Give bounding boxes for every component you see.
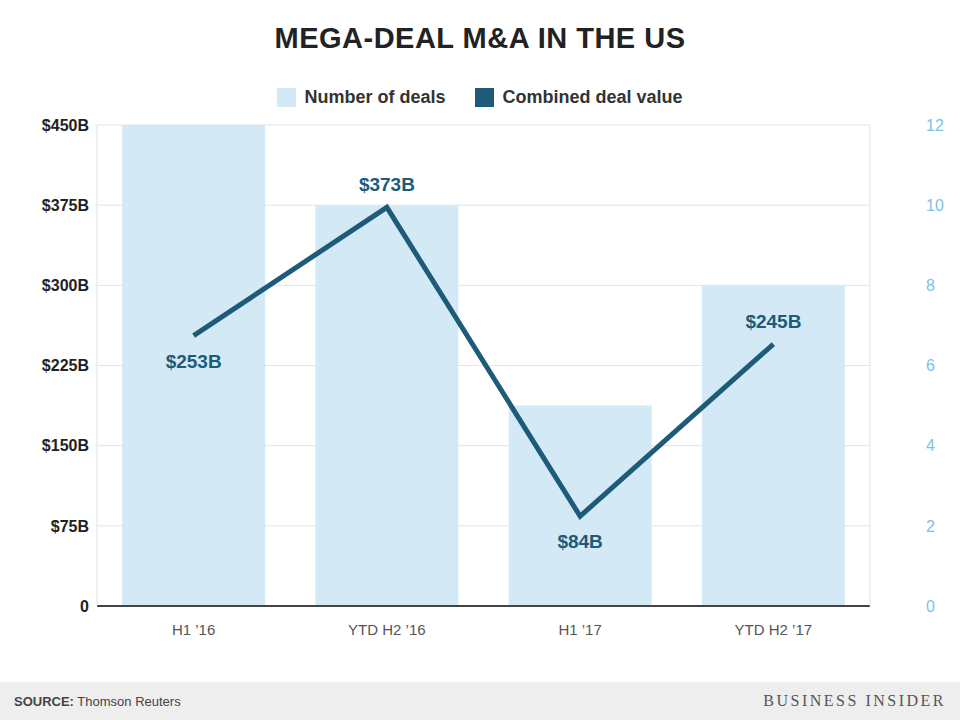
html-text:SOURCE: Thomson Reuters: SOURCE: Thomson Reuters xyxy=(14,693,181,709)
svg-text:H1 ’16: H1 ’16 xyxy=(172,621,215,638)
svg-text:YTD H2 ’16: YTD H2 ’16 xyxy=(348,621,426,638)
svg-text:0: 0 xyxy=(80,598,89,615)
html-text:Combined deal value: Combined deal value xyxy=(502,87,683,107)
svg-text:$75B: $75B xyxy=(51,518,89,535)
svg-text:2: 2 xyxy=(926,518,935,535)
svg-text:H1 ’17: H1 ’17 xyxy=(558,621,601,638)
svg-text:$245B: $245B xyxy=(745,311,801,332)
svg-text:$225B: $225B xyxy=(42,357,89,374)
svg-text:6: 6 xyxy=(926,357,935,374)
svg-text:0: 0 xyxy=(926,598,935,615)
svg-text:$150B: $150B xyxy=(42,437,89,454)
html-text:BUSINESS INSIDER: BUSINESS INSIDER xyxy=(763,692,946,709)
svg-text:$373B: $373B xyxy=(359,174,415,195)
svg-text:12: 12 xyxy=(926,117,944,134)
svg-text:10: 10 xyxy=(926,197,944,214)
svg-text:4: 4 xyxy=(926,437,935,454)
svg-text:$375B: $375B xyxy=(42,197,89,214)
html-text:MEGA-DEAL M&A IN THE US: MEGA-DEAL M&A IN THE US xyxy=(274,22,686,54)
svg-text:$450B: $450B xyxy=(42,117,89,134)
html-text:Number of deals: Number of deals xyxy=(304,87,446,107)
svg-text:8: 8 xyxy=(926,277,935,294)
svg-text:$253B: $253B xyxy=(166,351,222,372)
svg-text:$300B: $300B xyxy=(42,277,89,294)
svg-text:YTD H2 ’17: YTD H2 ’17 xyxy=(735,621,813,638)
svg-text:$84B: $84B xyxy=(557,531,602,552)
